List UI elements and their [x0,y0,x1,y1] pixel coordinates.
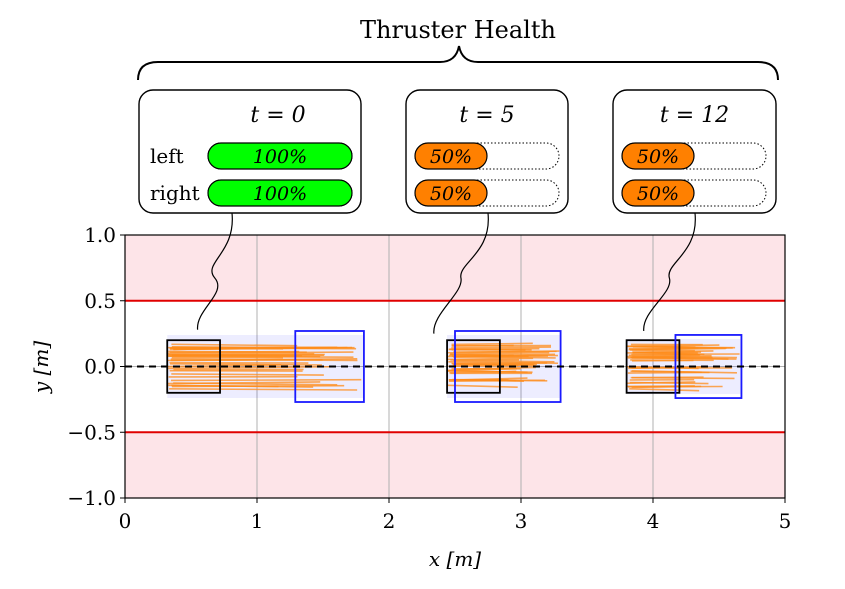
trajectory-sample [452,378,524,382]
callout-connector [643,212,696,332]
health-bar-fill [621,179,695,207]
health-bar-track [621,142,767,170]
trajectory-sample [631,376,735,380]
thruster-label: right [150,181,200,205]
trajectory-sample [167,351,354,355]
trajectory-sample [447,357,534,361]
health-bar-fill [207,179,353,207]
trajectory-sample [169,388,358,391]
thruster-callout: t = 12 50% 50% [612,89,777,332]
time-label: t = 12 [660,103,729,128]
thruster-label: left [150,144,184,168]
tick-labels: 0 1 2 3 4 5 −1.0 −0.5 0.0 0.5 1.0 [67,223,791,533]
trajectory-sample [170,362,322,366]
trajectory-sample [171,384,345,388]
x-axis-label: x [m] [429,547,481,571]
trajectory-sample [171,343,298,347]
trajectory-sample [452,353,556,358]
trajectory-sample [627,354,701,358]
trajectory-sample [168,352,315,356]
y-tick-label: 0.0 [84,355,116,379]
trajectory-sample [170,378,362,382]
y-tick-label: 0.5 [84,289,116,313]
trajectory-sample [449,370,517,374]
x-tick-label: 1 [251,509,264,533]
health-value: 50% [430,146,472,168]
x-tick-label: 0 [119,509,132,533]
time-label: t = 5 [459,103,514,128]
trajectory-sample [453,366,536,371]
trajectory-sample [630,354,712,359]
x-tick-label: 3 [515,509,528,533]
thruster-health-callouts: t = 0 left 100% right 100% t = 5 50% 50% t = 12 5… [138,89,777,334]
y-tick-label: −0.5 [67,420,116,444]
y-tick-label: 1.0 [84,223,116,247]
trajectory-sample [629,347,726,351]
axes [120,234,786,503]
health-value: 100% [253,146,307,168]
trajectory-sample [632,345,736,349]
constraint-lines [125,299,785,434]
health-value: 50% [637,183,679,205]
trajectory-sample [171,354,321,358]
health-bar-fill [414,179,488,207]
thruster-callout: t = 0 left 100% right 100% [138,89,362,330]
figure-title: Thruster Health [360,16,556,44]
trajectory-sample [453,359,555,363]
y-axis-label: y [m] [29,341,53,394]
x-tick-label: 2 [383,509,396,533]
thruster-callout: t = 5 50% 50% [405,89,569,334]
health-value: 50% [637,146,679,168]
health-bar-fill [414,142,488,170]
health-value: 100% [253,183,307,205]
trajectory-sample [632,350,714,353]
health-bar-track [414,142,560,170]
health-bar-track [621,179,767,207]
trajectory-sample [448,350,560,354]
trajectory-sample [451,346,551,349]
health-bar-fill [207,142,353,170]
y-tick-label: −1.0 [67,486,116,510]
trajectory-sample [631,385,702,389]
title-brace [137,45,779,81]
trajectory-sample [447,384,518,389]
trajectory-sample [631,370,737,374]
trajectory-sample [173,346,353,351]
x-tick-label: 5 [779,509,792,533]
trajectory-sample [173,382,338,386]
trajectory-sample [167,357,358,362]
trajectory-sample [451,342,533,346]
health-bar-track [414,179,560,207]
trajectory-sample [627,351,702,354]
trajectory-sample [626,381,696,385]
callout-connector [433,212,489,334]
trajectory-sample [448,367,517,372]
health-value: 50% [430,183,472,205]
health-bar-fill [621,142,695,170]
x-tick-label: 4 [647,509,660,533]
trajectory-sample [171,373,324,376]
trajectory-sample [629,387,700,392]
trajectory-sample [168,365,330,370]
callout-connector [196,212,233,330]
time-label: t = 0 [250,103,305,128]
